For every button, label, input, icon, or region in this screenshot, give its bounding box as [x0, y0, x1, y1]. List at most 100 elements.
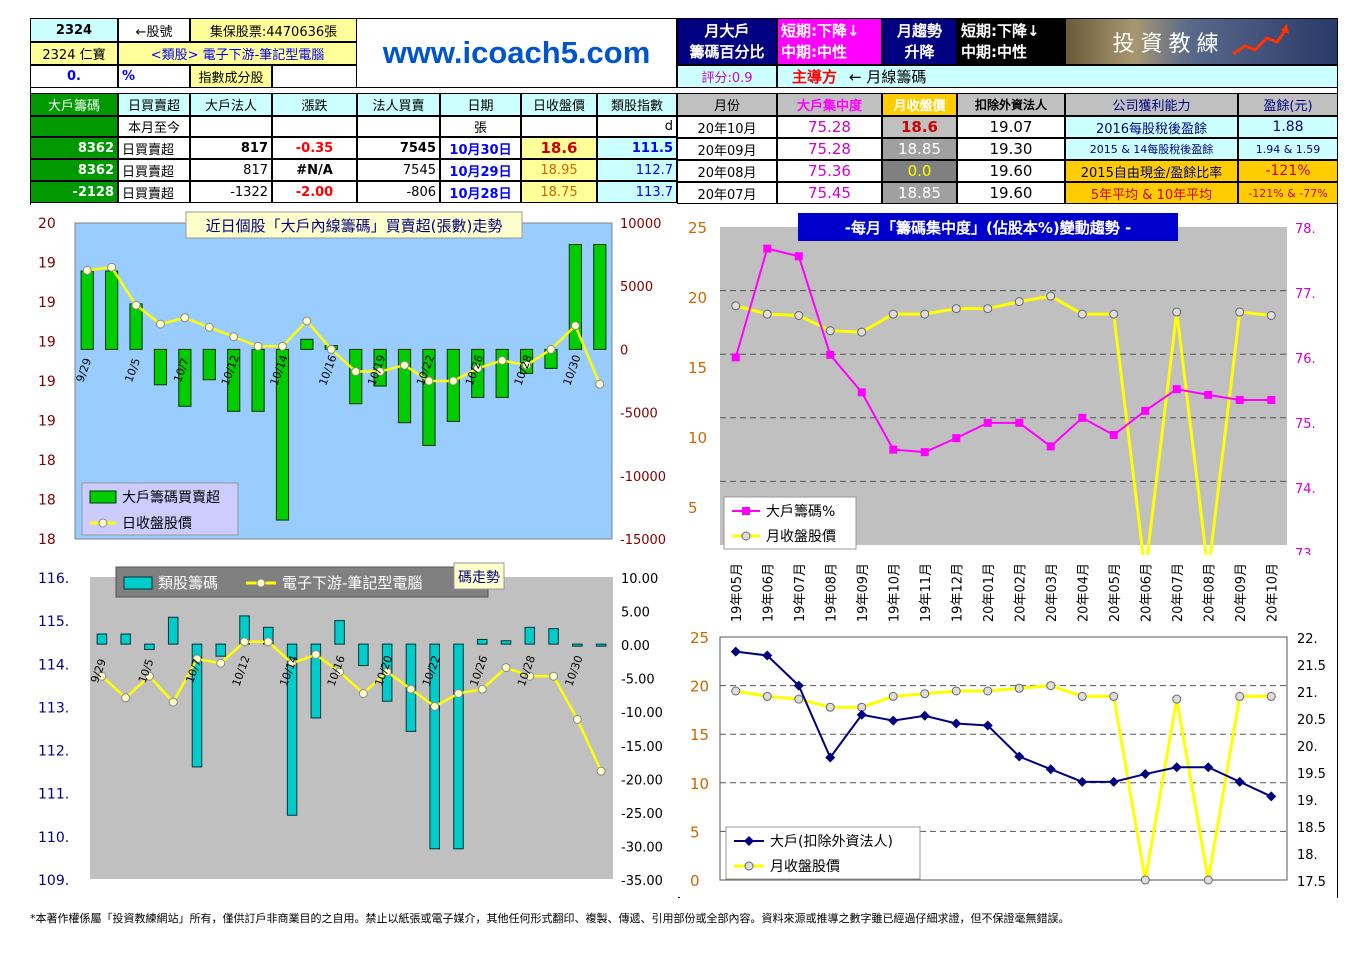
chart3-index-point-20 [572, 714, 582, 724]
chart4-xtick-11: 20年04月 [1076, 563, 1091, 622]
stock-code-label: ←股號 [118, 18, 190, 42]
chart3-ytick-left-2: 114. [38, 657, 69, 673]
chart4-xtick-14: 20年07月 [1171, 563, 1186, 622]
short-term-2: 短期:下降↓ [961, 21, 1040, 40]
chart1-ytick-left-3: 19 [38, 335, 56, 351]
right-row-3-x: 19.60 [957, 182, 1065, 204]
chart4-legend-price-label: 月收盤股價 [770, 858, 840, 875]
chart4-xtick-17: 20年10月 [1265, 563, 1280, 622]
chart2-conc-point-0 [731, 353, 740, 362]
chart1-legend-bar-swatch [89, 490, 117, 504]
chart2-ytick-right-2: 76. [1295, 352, 1316, 367]
chart2-conc-point-14 [1172, 385, 1181, 394]
chart3-bar-19 [548, 628, 559, 645]
main-label: 主導方 [792, 68, 838, 86]
chart3-index-point-9 [311, 650, 321, 660]
chart1-ytick-left-8: 18 [38, 532, 56, 548]
chart1-bar-5 [202, 348, 216, 381]
chart3-title-fragment: 碼走勢 [458, 570, 500, 586]
chart1-price-point-19 [546, 344, 556, 354]
sector-chips-chart: 9/29 10/5 10/7 10/12 10/14 10/16 10/20 10/22 10/… [30, 555, 678, 898]
chart1-ytick-left-1: 19 [38, 256, 56, 272]
chart4-price-point-9 [1014, 683, 1024, 693]
chart1-ytick-left-0: 20 [38, 216, 56, 232]
monthly-concentration-chart: 25 20 15 10 5 78. 77. 76. 75. 74. 73. -每月「籌碼集中度」(佔股… [680, 205, 1337, 555]
chart3-ytick-right-9: -35.00 [621, 874, 663, 889]
chart4-bigholder-point-12 [1108, 776, 1119, 787]
chart3-ytick-right-8: -30.00 [621, 840, 663, 855]
stock-name: 2324 仁寶 [30, 42, 118, 65]
chart3-ytick-left-7: 109. [38, 873, 69, 889]
chart1-title-box [185, 211, 523, 239]
right-row-2-c: 75.36 [777, 160, 882, 182]
right-row-2-p: 0.0 [882, 160, 957, 182]
chart3-ytick-left-3: 113. [38, 700, 69, 716]
chart2-price-line [735, 294, 1272, 555]
chart2-title-box [798, 213, 1178, 241]
left-row-0-h: 111.5 [597, 137, 677, 159]
chart1-price-point-21 [595, 379, 605, 389]
right-row-3-c: 75.45 [777, 182, 882, 204]
right-header-3: 扣除外資法人 [957, 93, 1065, 116]
monthly-trend-box: 月趨勢 升降 [882, 18, 957, 65]
left-row-0-d: -0.35 [272, 137, 357, 159]
chart2-price-point-11 [1077, 309, 1087, 319]
chart1-price-point-2 [131, 300, 141, 310]
chart2-conc-point-7 [952, 434, 961, 443]
chart4-bigholder-point-6 [919, 710, 930, 721]
chart3-bar-4 [191, 643, 203, 768]
index-label: 指數成分股 [190, 65, 272, 88]
bigholder-line2: 籌碼百分比 [689, 42, 765, 61]
chart3-legend-bar-swatch [123, 576, 153, 590]
chart3-index-point-11 [358, 688, 368, 698]
website-link[interactable]: www.icoach5.com [357, 18, 677, 88]
chart3-bar-2 [144, 643, 155, 650]
left-sub-1: 本月至今 [118, 116, 190, 137]
left-row-0-f: 10月30日 [440, 137, 521, 159]
chart4-price-point-16 [1235, 691, 1245, 701]
chart3-index-line [101, 640, 603, 772]
left-sub-2 [190, 116, 272, 137]
chart2-conc-point-6 [920, 448, 929, 457]
chart4-legend-price-dot [744, 861, 754, 871]
chart4-price-point-12 [1109, 691, 1119, 701]
chart4-price-point-10 [1046, 681, 1056, 691]
chart3-index-point-19 [549, 671, 559, 681]
chart2-price-point-8 [983, 304, 993, 314]
chart4-xtick-7: 19年12月 [950, 563, 965, 622]
chart4-legend-bigholder-label: 大戶(扣除外資法人) [770, 834, 893, 850]
chart2-price-point-16 [1235, 307, 1245, 317]
left-row-2-d: -2.00 [272, 181, 357, 203]
chart2-conc-point-13 [1141, 406, 1150, 415]
chart2-conc-point-12 [1109, 430, 1118, 439]
chart1-ytick-right-0: 10000 [620, 217, 661, 232]
chart4-ytick-left-2: 15 [690, 726, 709, 744]
right-row-1-p: 18.85 [882, 138, 957, 160]
left-sub-5: 張 [440, 116, 521, 137]
chart3-title-box [453, 562, 505, 590]
short-term-1: 短期:下降↓ [781, 21, 860, 40]
chart4-bigholder-point-14 [1171, 762, 1182, 773]
chart4-ytick-left-5: 0 [690, 872, 700, 890]
chart2-conc-point-10 [1046, 442, 1055, 451]
chart4-legend [725, 826, 921, 880]
right-header-0: 月份 [677, 93, 777, 116]
chart4-bigholder-point-15 [1203, 762, 1214, 773]
chart4-ytick-right-9: 17.5 [1297, 875, 1326, 890]
left-row-1-b: 日買賣超 [118, 159, 190, 181]
chart3-bar-11 [358, 643, 369, 667]
left-row-0-e: 7545 [357, 137, 440, 159]
chart1-ytick-left-5: 19 [38, 414, 56, 430]
disclaimer-footer: *本著作權係屬「投資教練網站」所有，僅供訂戶非商業目的之自用。禁止以紙張或電子媒… [30, 912, 1070, 925]
chart1-bar-21 [593, 243, 607, 350]
right-row-1-v: 1.94 & 1.59 [1238, 138, 1338, 160]
chart4-xtick-1: 19年06月 [761, 563, 776, 622]
chart3-index-point-2 [144, 671, 154, 681]
chart1-legend [81, 482, 239, 536]
chart3-index-point-13 [406, 684, 416, 694]
chart1-bar-4 [178, 348, 192, 407]
chart4-price-point-15 [1203, 875, 1213, 885]
chart2-price-point-4 [857, 327, 867, 337]
chart3-bar-1 [120, 633, 131, 645]
chart4-bigholder-point-0 [730, 646, 741, 657]
